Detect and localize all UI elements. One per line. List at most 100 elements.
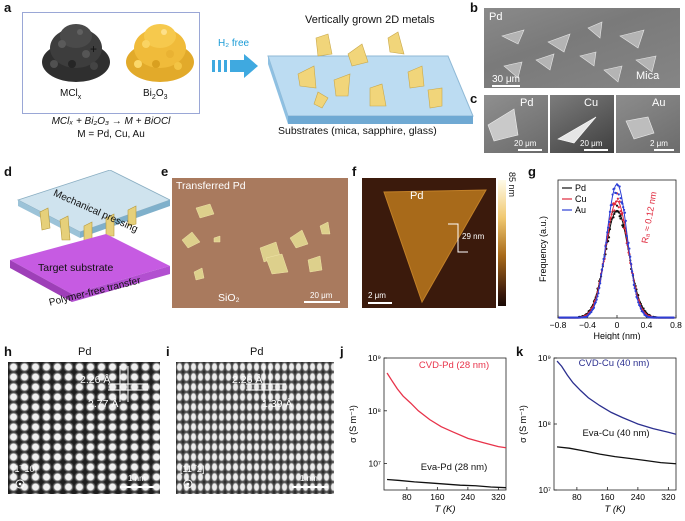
bi-sub: 2: [151, 94, 156, 101]
chart-j-ytick-label: 10⁸: [368, 406, 381, 416]
chart-g-point-cu: [617, 206, 620, 209]
bi2o3-label: Bi2O3: [143, 88, 168, 101]
chart-j-ytick-label: 10⁹: [368, 353, 381, 363]
sem-c-pd-scalebar: [518, 149, 542, 151]
sem-flakes-b: [501, 21, 657, 83]
chart-g-rq-label: Rₐ ≈ 0.12 nm: [640, 191, 659, 244]
sem-c-au-scalebar: [654, 149, 674, 151]
stem-image-i: 2.26 Å 1.39 Å [11¯2] 1 nm: [176, 362, 334, 494]
afm-height-step: [448, 223, 468, 253]
mclx-text: MCl: [60, 88, 78, 99]
sem-c-cu-scalebar: [584, 149, 608, 151]
sem-b-substrate: Mica: [636, 70, 660, 82]
stem-h-zone-dot: [18, 482, 22, 486]
stem-i-zone: [11¯2]: [180, 464, 205, 474]
panel-e-label: e: [161, 164, 169, 179]
chart-j-series-label-1: Eva-Pd (28 nm): [421, 462, 488, 473]
sem-image-b: Pd Mica 30 μm: [484, 8, 680, 88]
stem-h-d1: 2.26 Å: [80, 374, 111, 386]
afm-f-metal: Pd: [410, 190, 424, 202]
sem-c-au-metal: Au: [652, 97, 666, 109]
sem-image-c-pd: Pd 20 μm: [484, 95, 548, 153]
chart-k-ytick-label: 10⁸: [538, 419, 551, 429]
chart-g-point-au: [619, 197, 622, 200]
histogram-chart-g: −0.8 −0.4 0 0.4 0.8 Height (nm) Frequency (a.u…: [538, 179, 682, 340]
panel-j-label: j: [340, 344, 344, 359]
chart-j-ytick-label: 10⁷: [368, 459, 381, 469]
sem-c-pd-scale: 20 μm: [514, 139, 537, 148]
chart-g-xlabel: Height (nm): [593, 331, 640, 340]
sem-image-c-au: Au 2 μm: [616, 95, 680, 153]
grown-metals-label: Vertically grown 2D metals: [305, 14, 435, 26]
stem-i-zone-icon: [183, 479, 193, 489]
afm-image-f: Pd 29 nm 2 μm: [362, 178, 496, 308]
target-substrate-label: Target substrate: [38, 262, 114, 274]
reaction-equation: MClₓ + Bi₂O₃ → M + BiOCl: [51, 116, 171, 127]
chart-j-series-label-0: CVD-Pd (28 nm): [419, 360, 489, 371]
chart-k-line-1: [556, 446, 677, 465]
transferred-flakes-d: [39, 205, 137, 245]
mclx-powder: [42, 24, 110, 82]
chart-k-xtick-label: 160: [600, 492, 614, 502]
mclx-label: MClx: [60, 88, 81, 101]
chart-k-ytick-label: 10⁹: [538, 353, 551, 363]
chart-k-series-label-0: CVD-Cu (40 nm): [579, 358, 650, 369]
chart-g-point-au: [672, 316, 675, 319]
afm-f-scale: 2 μm: [368, 291, 386, 300]
metals-list: M = Pd, Cu, Au: [77, 129, 145, 140]
chart-j-xtick-label: 160: [430, 492, 444, 502]
chart-j-ylabel: σ (S m⁻¹): [348, 405, 358, 443]
panel-h-label: h: [4, 344, 12, 359]
sem-c-cu-flake: [557, 116, 597, 144]
panel-a-label: a: [4, 0, 12, 15]
stem-h-zone-icon: [15, 479, 25, 489]
chart-g-xtick-label: 0.4: [641, 320, 653, 330]
transfer-illustration: [10, 170, 170, 302]
sem-b-scalebar: [492, 85, 520, 87]
stem-i-d2: 1.39 Å: [262, 398, 293, 410]
chart-j-frame: [383, 357, 507, 491]
chart-g-ylabel: Frequency (a.u.): [538, 216, 548, 282]
optical-e-scalebar: [304, 301, 340, 303]
sem-c-cu-scale: 20 μm: [580, 139, 603, 148]
panel-k-label: k: [516, 344, 524, 359]
panel-f-label: f: [352, 164, 357, 179]
chart-g-point-cu: [613, 209, 616, 212]
chart-g-legend-label-pd: Pd: [575, 183, 586, 193]
panel-g-label: g: [528, 164, 536, 179]
chart-g-point-au: [617, 193, 620, 196]
optical-e-title: Transferred Pd: [176, 180, 246, 192]
chart-g-xtick-label: 0: [615, 320, 620, 330]
optical-e-scale: 20 μm: [310, 291, 333, 300]
optical-image-e: Transferred Pd SiO₂ 20 μm: [172, 178, 348, 308]
chart-g-point-cu: [616, 197, 619, 200]
chart-k-ylabel: σ (S m⁻¹): [518, 405, 528, 443]
chart-j-line-1: [387, 478, 507, 489]
chart-j-line-0: [386, 372, 507, 449]
chart-g-point-cu: [619, 210, 622, 213]
panel-d-label: d: [4, 164, 12, 179]
chart-j-xtick-label: 240: [461, 492, 475, 502]
panel-c-label: c: [470, 91, 478, 106]
sem-c-cu-metal: Cu: [584, 97, 599, 109]
chart-g-point-pd: [615, 204, 619, 207]
stem-h-title: Pd: [78, 346, 92, 358]
stem-h-zone: [1¯10]: [12, 464, 37, 474]
optical-flakes: [181, 203, 331, 281]
panel-i-label: i: [166, 344, 170, 359]
chart-j-xlabel: T (K): [434, 504, 455, 515]
chart-g-point-au: [615, 191, 618, 195]
sem-c-pd-metal: Pd: [520, 97, 534, 109]
chart-g-xtick-label: 0.8: [670, 320, 682, 330]
chart-k-xlabel: T (K): [604, 504, 625, 515]
chart-j-xtick-label: 320: [491, 492, 505, 502]
stem-h-scalebar: [120, 486, 154, 488]
sem-c-au-flake: [625, 116, 655, 140]
chart-g-fit-au: [559, 183, 674, 319]
afm-colorbar: [498, 180, 506, 306]
chart-g-fit-pd: [559, 209, 674, 319]
bi-text: Bi: [143, 88, 152, 99]
sem-image-c-cu: Cu 20 μm: [550, 95, 614, 153]
chart-k-line-0: [556, 360, 677, 435]
afm-triangle: [383, 189, 487, 304]
